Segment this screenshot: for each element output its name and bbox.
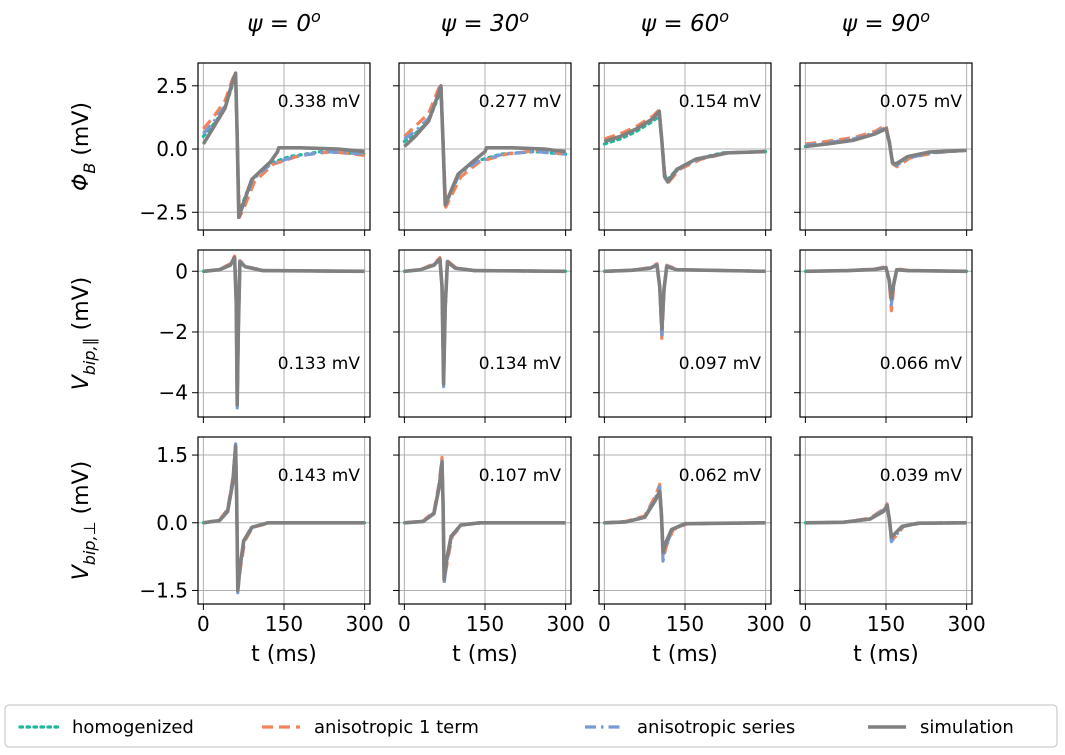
ylabel-sub: bip,⊥ bbox=[80, 521, 99, 565]
series-line-simulation bbox=[201, 71, 365, 220]
ylabel-unit: (mV) bbox=[69, 461, 94, 522]
y-tick-label: 2.5 bbox=[156, 74, 188, 98]
x-tick-label: 150 bbox=[466, 612, 504, 636]
row-ylabel: Vbip,∥ (mV) bbox=[69, 277, 99, 391]
series-line-simulation bbox=[805, 127, 967, 166]
legend-label: anisotropic 1 term bbox=[314, 717, 479, 738]
y-tick-label: 0.0 bbox=[156, 137, 188, 161]
series-line-simulation bbox=[403, 84, 566, 207]
amplitude-annotation: 0.062 mV bbox=[679, 466, 762, 486]
series-line-simulation bbox=[604, 263, 766, 331]
amplitude-annotation: 0.338 mV bbox=[278, 92, 361, 112]
ylabel-sub: bip,∥ bbox=[80, 337, 99, 375]
amplitude-annotation: 0.133 mV bbox=[278, 354, 361, 374]
y-tick-label: −2.5 bbox=[139, 200, 188, 224]
subplot: 0 150 300 0.107 mV t (ms) bbox=[393, 436, 585, 667]
row-ylabel: Vbip,⊥ (mV) bbox=[69, 461, 99, 580]
series-line-simulation bbox=[404, 460, 566, 581]
column-title: ψ = 60o bbox=[641, 7, 729, 37]
y-tick-label: −4 bbox=[159, 381, 188, 405]
y-tick-label: −1.5 bbox=[139, 578, 188, 602]
amplitude-annotation: 0.075 mV bbox=[880, 92, 963, 112]
y-tick-label: 0.0 bbox=[156, 511, 188, 535]
series-line-simulation bbox=[805, 265, 967, 301]
series-line-simulation bbox=[604, 489, 766, 554]
subplot: 0.066 mV bbox=[794, 249, 973, 423]
x-axis-label: t (ms) bbox=[452, 642, 518, 667]
ylabel-unit: (mV) bbox=[69, 277, 94, 338]
ylabel-unit: (mV) bbox=[69, 102, 94, 163]
series-line-simulation bbox=[203, 444, 365, 593]
column-title-main: ψ = 60 bbox=[641, 11, 719, 37]
subplot: −4 −2 0 0.133 mV bbox=[159, 249, 371, 423]
column-title-sup: o bbox=[311, 7, 321, 26]
x-axis-label: t (ms) bbox=[853, 642, 919, 667]
ylabel-sub: B bbox=[80, 163, 99, 174]
x-tick-label: 300 bbox=[346, 612, 384, 636]
x-tick-label: 0 bbox=[799, 612, 812, 636]
subplot: 0 150 300 0.039 mV t (ms) bbox=[794, 436, 986, 667]
subplot: 0 150 300 0.062 mV t (ms) bbox=[593, 436, 785, 667]
subplot: 0.097 mV bbox=[593, 249, 772, 423]
amplitude-annotation: 0.143 mV bbox=[278, 466, 361, 486]
x-tick-label: 0 bbox=[598, 612, 611, 636]
x-tick-label: 300 bbox=[547, 612, 585, 636]
amplitude-annotation: 0.154 mV bbox=[679, 92, 762, 112]
amplitude-annotation: 0.097 mV bbox=[679, 354, 762, 374]
x-tick-label: 150 bbox=[265, 612, 303, 636]
ylabel-main: V bbox=[69, 373, 94, 390]
legend-label: anisotropic series bbox=[637, 717, 795, 738]
row-ylabel: ΦB (mV) bbox=[69, 102, 99, 191]
column-title-main: ψ = 90 bbox=[842, 11, 920, 37]
ylabel-main: Φ bbox=[69, 174, 94, 191]
subplot: 0.134 mV bbox=[393, 249, 572, 423]
x-tick-label: 0 bbox=[197, 612, 210, 636]
column-title: ψ = 30o bbox=[441, 7, 529, 37]
legend-label: homogenized bbox=[72, 717, 194, 738]
amplitude-annotation: 0.066 mV bbox=[880, 354, 963, 374]
legend-box bbox=[4, 704, 1058, 748]
legend: homogenized anisotropic 1 term anisotropic… bbox=[4, 704, 1058, 748]
subplot: −2.5 0.0 2.5 0.338 mV bbox=[139, 62, 371, 236]
x-tick-label: 150 bbox=[867, 612, 905, 636]
x-axis-label: t (ms) bbox=[652, 642, 718, 667]
x-tick-label: 300 bbox=[948, 612, 986, 636]
x-tick-label: 300 bbox=[747, 612, 785, 636]
series-line-anisotropic-1-term bbox=[403, 81, 566, 209]
x-axis-label: t (ms) bbox=[251, 642, 317, 667]
subplot: 0.277 mV bbox=[393, 62, 572, 236]
ylabel-main: V bbox=[69, 563, 94, 580]
column-title-main: ψ = 0 bbox=[247, 11, 311, 37]
series-line-simulation bbox=[203, 255, 365, 407]
x-tick-label: 0 bbox=[398, 612, 411, 636]
column-title-sup: o bbox=[719, 7, 729, 26]
y-tick-label: 1.5 bbox=[156, 443, 188, 467]
subplot: −1.5 0.0 1.5 0 150 300 0.143 mV t (ms) bbox=[139, 436, 384, 667]
series-line-simulation bbox=[404, 257, 566, 386]
y-tick-label: 0 bbox=[175, 259, 188, 283]
column-title: ψ = 90o bbox=[842, 7, 930, 37]
subplot: 0.075 mV bbox=[794, 62, 973, 236]
column-title-main: ψ = 30 bbox=[441, 11, 519, 37]
column-title: ψ = 0o bbox=[247, 7, 321, 37]
subplot: 0.154 mV bbox=[593, 62, 772, 236]
x-tick-label: 150 bbox=[666, 612, 704, 636]
column-title-sup: o bbox=[519, 7, 529, 26]
amplitude-annotation: 0.134 mV bbox=[479, 354, 562, 374]
series-line-simulation bbox=[805, 503, 967, 539]
amplitude-annotation: 0.039 mV bbox=[880, 466, 963, 486]
column-title-sup: o bbox=[920, 7, 930, 26]
y-tick-label: −2 bbox=[159, 320, 188, 344]
amplitude-annotation: 0.277 mV bbox=[479, 92, 562, 112]
legend-label: simulation bbox=[920, 717, 1014, 738]
amplitude-annotation: 0.107 mV bbox=[479, 466, 562, 486]
series-line-simulation bbox=[603, 109, 766, 184]
